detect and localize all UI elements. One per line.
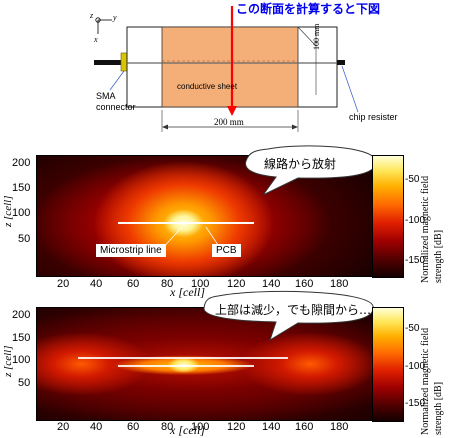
x2-tick: 120 (227, 421, 246, 433)
sma-label-line2: connector (96, 102, 136, 112)
x1-tick: 40 (90, 278, 103, 290)
y1-tick-150: 150 (12, 182, 31, 194)
label-pcb: PCB (212, 244, 241, 257)
x1-tick: 180 (330, 278, 349, 290)
x1-tick: 80 (161, 278, 174, 290)
cb1-tick-1: -100 (405, 215, 426, 226)
colorbar-2-label-b: strength [dB] (433, 381, 444, 435)
colorbar-2-label-a: Normalized magnetic field (420, 327, 431, 435)
colorbar-1-label-a: Normalized magnetic field (420, 175, 431, 283)
x1-tick: 160 (295, 278, 314, 290)
cb2-tick-2: -150 (405, 398, 426, 409)
x2-tick: 40 (90, 421, 103, 433)
y2-tick-100: 100 (12, 354, 31, 366)
cb1-tick-0: -50 (405, 174, 420, 185)
axis-z-label: z (90, 11, 94, 20)
x2-tick: 100 (191, 421, 210, 433)
setup-diagram-svg (94, 6, 359, 132)
x1-tick: 120 (227, 278, 246, 290)
axis-y-label: y (113, 13, 117, 22)
dim-height-label: 100 mm (312, 23, 321, 50)
x1-tick: 100 (191, 278, 210, 290)
x1-axis-label: x [cell] (170, 285, 205, 299)
sma-connector (120, 52, 128, 72)
x2-tick: 20 (57, 421, 70, 433)
cb2-tick-0: -50 (405, 323, 420, 334)
x2-axis-label: x [cell] (170, 423, 205, 437)
bubble-2-text: 上部は減少，でも隙間から… (215, 303, 372, 317)
colorbar-1 (372, 155, 404, 278)
chip-resistor (337, 60, 345, 65)
dim-width-label: 200 mm (214, 117, 244, 127)
chip-label: chip resister (349, 112, 398, 122)
bubble-1 (244, 145, 377, 196)
y2-tick-150: 150 (12, 332, 31, 344)
section-callout: この断面を計算すると下図 (236, 2, 381, 16)
y1-tick-100: 100 (12, 207, 31, 219)
colorbar-2 (372, 307, 404, 422)
x2-tick: 60 (127, 421, 140, 433)
field-plot-1: Microstrip line PCB 線路から放射 -50 -100 -150… (0, 145, 450, 299)
heatmap-2 (36, 307, 379, 421)
x1-tick: 140 (262, 278, 281, 290)
label-microstrip: Microstrip line (96, 244, 166, 257)
setup-diagram: z y x この断面を計算すると下図 conductive sheet SMA … (0, 0, 450, 140)
y2-tick-50: 50 (18, 377, 31, 389)
y1-tick-50: 50 (18, 233, 31, 245)
x2-tick: 80 (161, 421, 174, 433)
sheet-label: conductive sheet (177, 82, 238, 91)
x2-tick: 140 (262, 421, 281, 433)
y2-tick-200: 200 (12, 309, 31, 321)
y1-tick-200: 200 (12, 157, 31, 169)
y2-axis-label: z [cell] (2, 345, 14, 377)
sma-label-line1: SMA (96, 91, 116, 101)
field-plot-2: 上部は減少，でも隙間から… -50 -100 -150 Normalized m… (0, 290, 450, 438)
conductive-sheet (161, 26, 299, 108)
x1-tick: 60 (127, 278, 140, 290)
bubble-2 (203, 290, 374, 342)
x2-tick: 160 (295, 421, 314, 433)
cb2-tick-1: -100 (405, 361, 426, 372)
axis-x-label: x (94, 35, 98, 44)
cb1-tick-2: -150 (405, 255, 426, 266)
axis-indicator (95, 17, 112, 34)
x1-tick: 20 (57, 278, 70, 290)
y1-axis-label: z [cell] (2, 195, 14, 227)
coax-cable (94, 60, 122, 65)
colorbar-1-label-b: strength [dB] (433, 229, 444, 283)
x2-tick: 180 (330, 421, 349, 433)
plot2-overlay (78, 357, 288, 367)
bubble-1-text: 線路から放射 (264, 157, 337, 171)
